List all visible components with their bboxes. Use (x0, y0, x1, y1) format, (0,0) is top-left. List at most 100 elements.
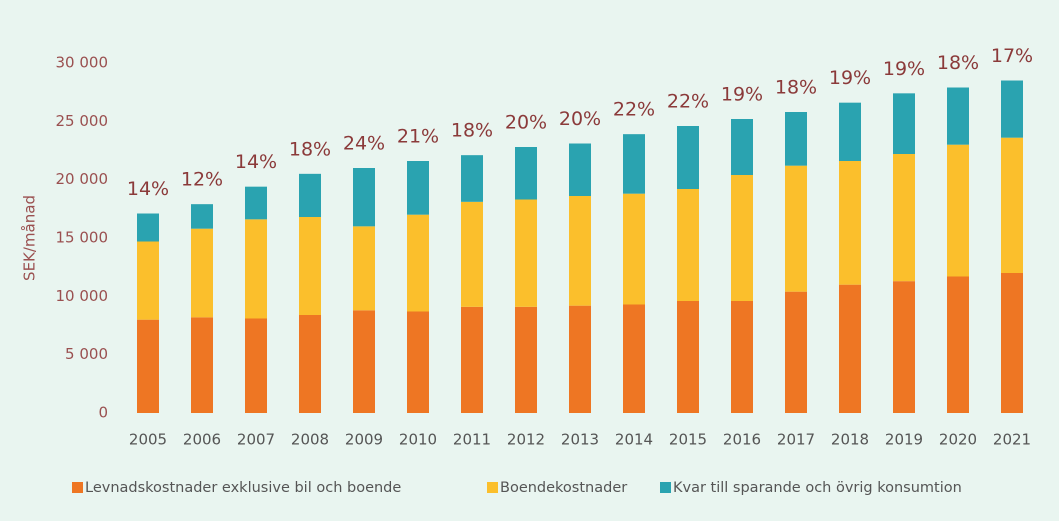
bar-segment (515, 306, 537, 413)
bar-segment (407, 161, 429, 215)
bar-segment (623, 304, 645, 413)
bar-segment (731, 175, 753, 301)
bar-segment (785, 112, 807, 166)
bar-segment (299, 217, 321, 315)
x-tick-label: 2016 (723, 431, 761, 449)
bar-segment (137, 241, 159, 320)
bar-segment (245, 219, 267, 319)
bar-segment (947, 276, 969, 413)
share-label: 18% (937, 52, 979, 74)
share-label: 20% (505, 112, 547, 134)
y-tick-label: 5 000 (65, 345, 108, 363)
bar-segment (245, 186, 267, 220)
bar-segment (461, 155, 483, 202)
bar-segment (893, 154, 915, 282)
share-label: 19% (829, 67, 871, 89)
bar-segment (1001, 137, 1023, 273)
share-label: 18% (451, 120, 493, 142)
bar-segment (569, 196, 591, 306)
share-label: 21% (397, 126, 439, 148)
x-tick-label: 2011 (453, 431, 491, 449)
bar-segment (1001, 273, 1023, 413)
bar-segment (677, 126, 699, 189)
x-tick-label: 2019 (885, 431, 923, 449)
bar-segment (893, 281, 915, 413)
legend-swatch (72, 482, 83, 493)
share-label: 18% (775, 77, 817, 99)
x-tick-label: 2009 (345, 431, 383, 449)
bar-segment (569, 305, 591, 413)
bar-segment (191, 228, 213, 318)
x-tick-label: 2014 (615, 431, 653, 449)
x-tick-label: 2021 (993, 431, 1031, 449)
share-label: 14% (127, 178, 169, 200)
bar-segment (407, 311, 429, 413)
bar-segment (839, 161, 861, 285)
share-label: 22% (613, 99, 655, 121)
bar-segment (515, 199, 537, 307)
bar-segment (839, 102, 861, 161)
share-label: 17% (991, 45, 1033, 67)
bar-segment (947, 87, 969, 145)
x-tick-label: 2010 (399, 431, 437, 449)
bar-segment (299, 173, 321, 217)
x-tick-label: 2018 (831, 431, 869, 449)
y-tick-label: 20 000 (56, 170, 109, 188)
bar-segment (839, 284, 861, 413)
share-label: 19% (883, 58, 925, 80)
share-label: 19% (721, 84, 763, 106)
bar-segment (191, 204, 213, 229)
y-tick-label: 25 000 (56, 112, 109, 130)
y-tick-label: 10 000 (56, 287, 109, 305)
x-tick-label: 2006 (183, 431, 221, 449)
share-label: 24% (343, 133, 385, 155)
bar-segment (1001, 80, 1023, 138)
bar-segment (353, 310, 375, 413)
x-tick-label: 2015 (669, 431, 707, 449)
y-tick-label: 15 000 (56, 229, 109, 247)
y-tick-label: 0 (98, 404, 108, 422)
bar-segment (515, 147, 537, 200)
x-tick-label: 2017 (777, 431, 815, 449)
bar-segment (677, 301, 699, 413)
bar-segment (677, 189, 699, 301)
x-tick-label: 2008 (291, 431, 329, 449)
bar-segment (785, 165, 807, 292)
bar-segment (731, 119, 753, 175)
share-label: 20% (559, 108, 601, 130)
legend-label: Boendekostnader (500, 480, 627, 496)
bar-segment (461, 201, 483, 307)
x-tick-label: 2007 (237, 431, 275, 449)
legend-label: Kvar till sparande och övrig konsumtion (673, 480, 962, 496)
bar-segment (569, 143, 591, 196)
bar-segment (353, 168, 375, 227)
x-tick-label: 2012 (507, 431, 545, 449)
legend-swatch (660, 482, 671, 493)
x-tick-label: 2005 (129, 431, 167, 449)
share-label: 14% (235, 151, 277, 173)
bar-segment (353, 226, 375, 311)
bar-segment (731, 301, 753, 413)
share-label: 18% (289, 138, 331, 160)
bar-segment (245, 318, 267, 413)
legend-swatch (487, 482, 498, 493)
bar-segment (461, 306, 483, 413)
bar-segment (893, 93, 915, 154)
x-tick-label: 2013 (561, 431, 599, 449)
bar-segment (137, 319, 159, 413)
bar-segment (191, 317, 213, 413)
y-axis-label: SEK/månad (21, 195, 39, 281)
y-tick-label: 30 000 (56, 54, 109, 72)
legend-label: Levnadskostnader exklusive bil och boend… (85, 480, 401, 496)
share-label: 22% (667, 91, 709, 113)
bar-segment (407, 214, 429, 312)
bar-segment (623, 193, 645, 305)
bar-segment (299, 315, 321, 413)
bar-segment (137, 213, 159, 242)
bar-segment (623, 134, 645, 194)
bar-segment (785, 291, 807, 413)
x-tick-label: 2020 (939, 431, 977, 449)
bar-segment (947, 144, 969, 277)
